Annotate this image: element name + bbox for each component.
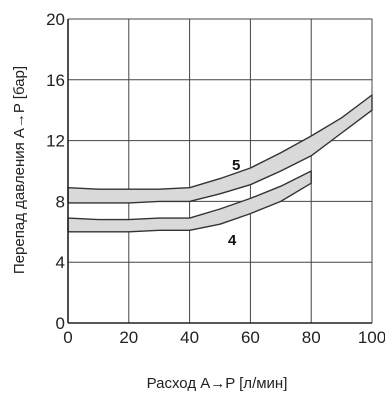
y-axis-title: Перепад давления A→P [бар] bbox=[11, 66, 28, 274]
band-4 bbox=[67, 170, 312, 233]
x-tick-label: 100 bbox=[358, 328, 385, 347]
y-tick-label: 16 bbox=[46, 71, 65, 90]
y-tick-label: 12 bbox=[46, 132, 65, 151]
x-axis-title: Расход A→P [л/мин] bbox=[147, 375, 288, 392]
axes bbox=[67, 19, 372, 324]
y-tick-label: 8 bbox=[56, 192, 65, 211]
band-5 bbox=[67, 94, 373, 204]
band-label-4: 4 bbox=[228, 232, 237, 249]
x-tick-label: 80 bbox=[302, 328, 321, 347]
x-tick-label: 20 bbox=[119, 328, 138, 347]
x-tick-label: 40 bbox=[180, 328, 199, 347]
y-tick-label: 20 bbox=[46, 10, 65, 29]
y-tick-labels: 0 4 8 12 16 20 bbox=[46, 10, 65, 333]
y-tick-label: 0 bbox=[56, 314, 65, 333]
x-tick-labels: 0 20 40 60 80 100 bbox=[63, 328, 385, 347]
x-tick-label: 0 bbox=[63, 328, 72, 347]
bands bbox=[67, 94, 373, 233]
y-tick-label: 4 bbox=[56, 253, 65, 272]
band-label-5: 5 bbox=[232, 157, 240, 174]
x-tick-label: 60 bbox=[241, 328, 260, 347]
grid bbox=[68, 18, 373, 323]
